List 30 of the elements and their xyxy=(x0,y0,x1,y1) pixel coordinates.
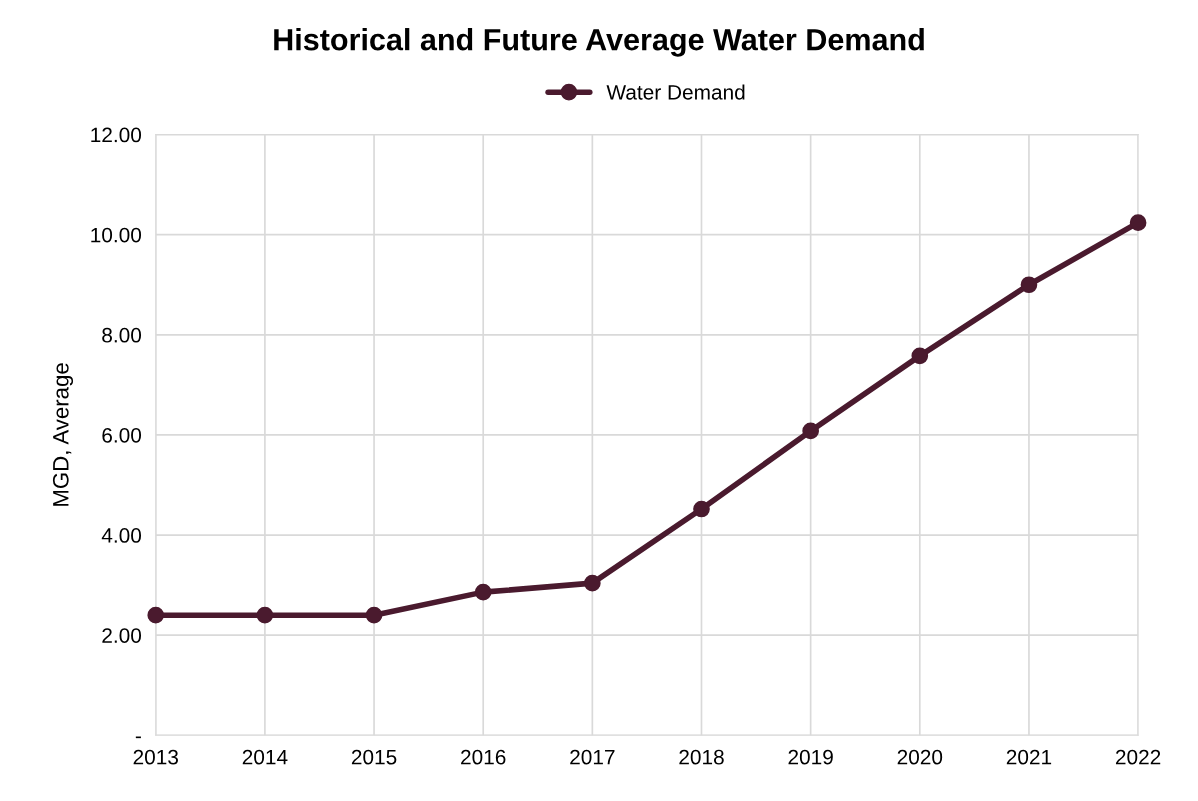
y-tick-label: 6.00 xyxy=(102,427,142,443)
y-axis-title: MGD, Average xyxy=(52,363,74,506)
point xyxy=(693,500,710,518)
point xyxy=(147,606,165,624)
x-tick-label: 2021 xyxy=(1006,749,1052,765)
y-tick-label: 4.00 xyxy=(101,528,142,543)
x-tick-label: 2022 xyxy=(1115,749,1161,765)
y-tick-label: - xyxy=(135,736,141,739)
x-tick-label: 2013 xyxy=(133,749,178,765)
point xyxy=(256,606,274,624)
x-tick-label: 2018 xyxy=(679,749,724,765)
point xyxy=(365,606,383,624)
y-tick-label: 2.00 xyxy=(102,628,142,643)
y-tick-label: 10.00 xyxy=(91,227,142,243)
x-tick-label: 2015 xyxy=(351,749,397,765)
legend-label: Water Demand xyxy=(606,84,745,100)
point xyxy=(802,422,819,440)
chart-title: Historical and Future Average Water Demand xyxy=(274,28,924,57)
x-tick-label: 2017 xyxy=(570,749,615,765)
point xyxy=(1129,214,1147,232)
point xyxy=(1020,276,1038,294)
x-tick-label: 2019 xyxy=(788,749,833,765)
y-tick-label: 12.00 xyxy=(91,127,142,143)
x-tick-label: 2020 xyxy=(897,749,943,765)
x-tick-label: 2016 xyxy=(461,749,506,765)
point xyxy=(911,347,929,365)
x-tick-label: 2014 xyxy=(242,749,288,765)
point xyxy=(584,574,601,592)
point xyxy=(474,583,492,601)
y-tick-label: 8.00 xyxy=(102,327,142,343)
